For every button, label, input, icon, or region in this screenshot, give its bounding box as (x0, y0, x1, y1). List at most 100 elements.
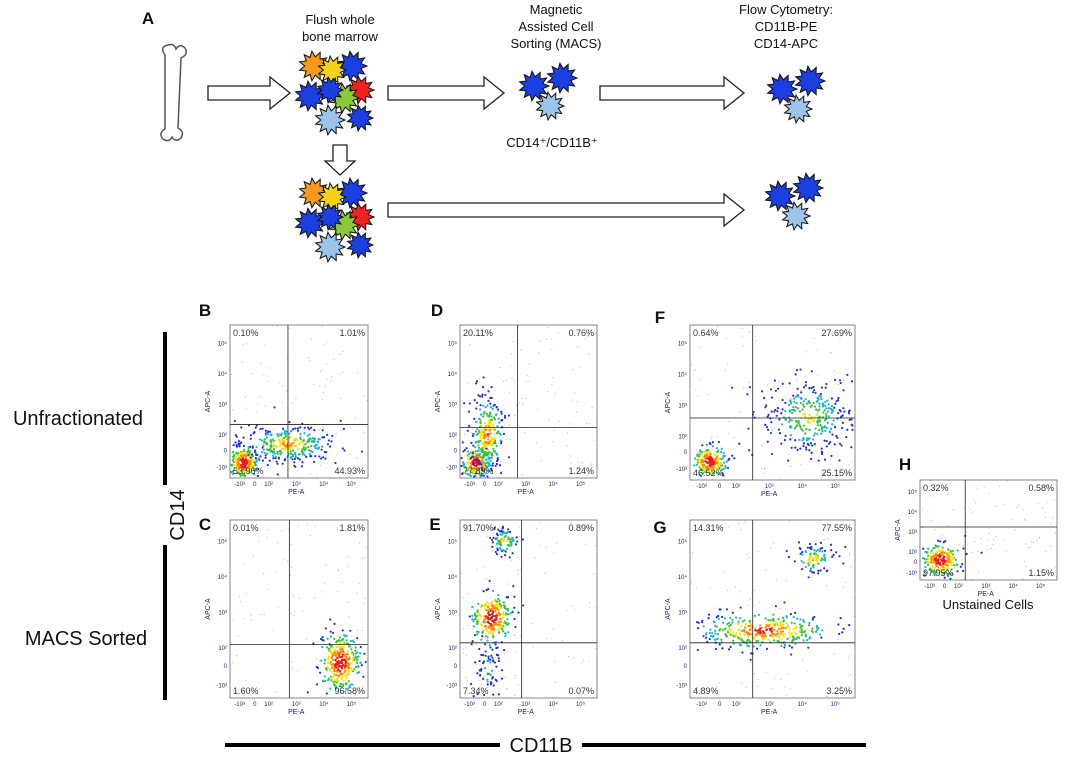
event-dot (1025, 566, 1027, 568)
event-dot (247, 446, 250, 449)
event-dot (707, 617, 710, 620)
event-dot (713, 453, 717, 457)
event-dot (342, 683, 345, 686)
event-dot (821, 430, 824, 433)
event-dot (738, 628, 741, 631)
event-dot (802, 413, 805, 416)
event-dot (328, 642, 331, 645)
event-dot (467, 450, 470, 453)
event-dot (359, 582, 361, 584)
event-dot (521, 397, 523, 399)
event-dot (361, 629, 363, 632)
event-dot (711, 448, 713, 451)
event-dot (309, 454, 312, 458)
event-dot (787, 626, 790, 629)
event-dot (329, 690, 331, 692)
event-dot (480, 472, 483, 475)
event-dot (818, 408, 821, 411)
event-dot (293, 461, 296, 464)
event-dot (820, 432, 823, 435)
event-dot (789, 633, 792, 636)
event-dot (331, 646, 334, 649)
event-dot (958, 543, 960, 546)
event-dot (833, 370, 836, 372)
quadrant-percent: 14.31% (693, 523, 724, 533)
event-dot (299, 436, 302, 439)
event-dot (761, 444, 763, 446)
event-dot (485, 601, 488, 604)
event-dot (477, 630, 480, 634)
event-dot (764, 634, 767, 637)
event-dot (792, 394, 795, 397)
event-dot (490, 469, 493, 472)
event-dot (535, 527, 537, 530)
event-dot (770, 452, 774, 456)
event-dot (794, 406, 797, 409)
event-dot (472, 463, 475, 466)
event-dot (249, 437, 252, 440)
event-dot (943, 576, 946, 579)
event-dot (790, 397, 792, 399)
event-dot (705, 636, 708, 639)
event-dot (325, 646, 329, 649)
event-dot (495, 545, 497, 547)
event-dot (342, 371, 344, 373)
event-dot (794, 439, 797, 442)
event-dot (479, 422, 482, 425)
event-dot (749, 640, 752, 643)
event-dot (487, 602, 491, 605)
y-tick-label: 10⁴ (678, 574, 688, 581)
event-dot (954, 558, 957, 562)
event-dot (299, 441, 302, 445)
event-dot (511, 611, 514, 614)
event-dot (961, 562, 964, 566)
event-dot (546, 637, 548, 640)
event-dot (790, 419, 793, 422)
event-dot (333, 358, 335, 361)
event-dot (313, 428, 316, 432)
quadrant-percent: 91.70% (463, 523, 494, 533)
event-dot (783, 633, 787, 636)
event-dot (534, 557, 536, 559)
event-dot (808, 386, 811, 390)
x-tick-label: 10⁵ (831, 701, 841, 708)
event-dot (829, 351, 831, 354)
event-dot (487, 415, 491, 418)
event-dot (761, 467, 763, 469)
event-dot (289, 452, 292, 455)
event-dot (798, 410, 802, 413)
event-dot (748, 620, 751, 623)
event-dot (759, 602, 761, 604)
event-dot (291, 449, 295, 452)
event-dot (945, 556, 948, 559)
event-dot (539, 522, 541, 524)
event-dot (339, 682, 342, 685)
event-dot (266, 463, 269, 467)
event-dot (490, 415, 493, 418)
flow-plot: 0.32% 0.58%97.95% 1.15%-10³-10³0010²10²10³… (895, 479, 1058, 598)
event-dot (923, 557, 926, 561)
event-dot (319, 660, 321, 662)
event-dot (483, 453, 486, 456)
flow-plot: 20.11% 0.76%77.89% 1.24%-10³-10³0010²10²10… (435, 324, 598, 496)
event-dot (264, 344, 266, 346)
event-dot (715, 625, 718, 628)
event-dot (594, 607, 596, 609)
event-dot (580, 471, 582, 473)
event-dot (247, 526, 249, 528)
event-dot (749, 624, 752, 628)
event-dot (278, 440, 281, 443)
event-dot (483, 607, 487, 610)
event-dot (776, 632, 780, 635)
event-dot (947, 548, 950, 551)
cell-icon (766, 72, 799, 106)
event-dot (771, 687, 773, 689)
event-dot (522, 403, 524, 405)
event-dot (766, 428, 770, 431)
event-dot (342, 679, 345, 682)
event-dot (838, 441, 840, 444)
event-dot (308, 433, 311, 436)
event-dot (779, 607, 781, 610)
event-dot (341, 581, 343, 583)
event-dot (805, 351, 807, 353)
